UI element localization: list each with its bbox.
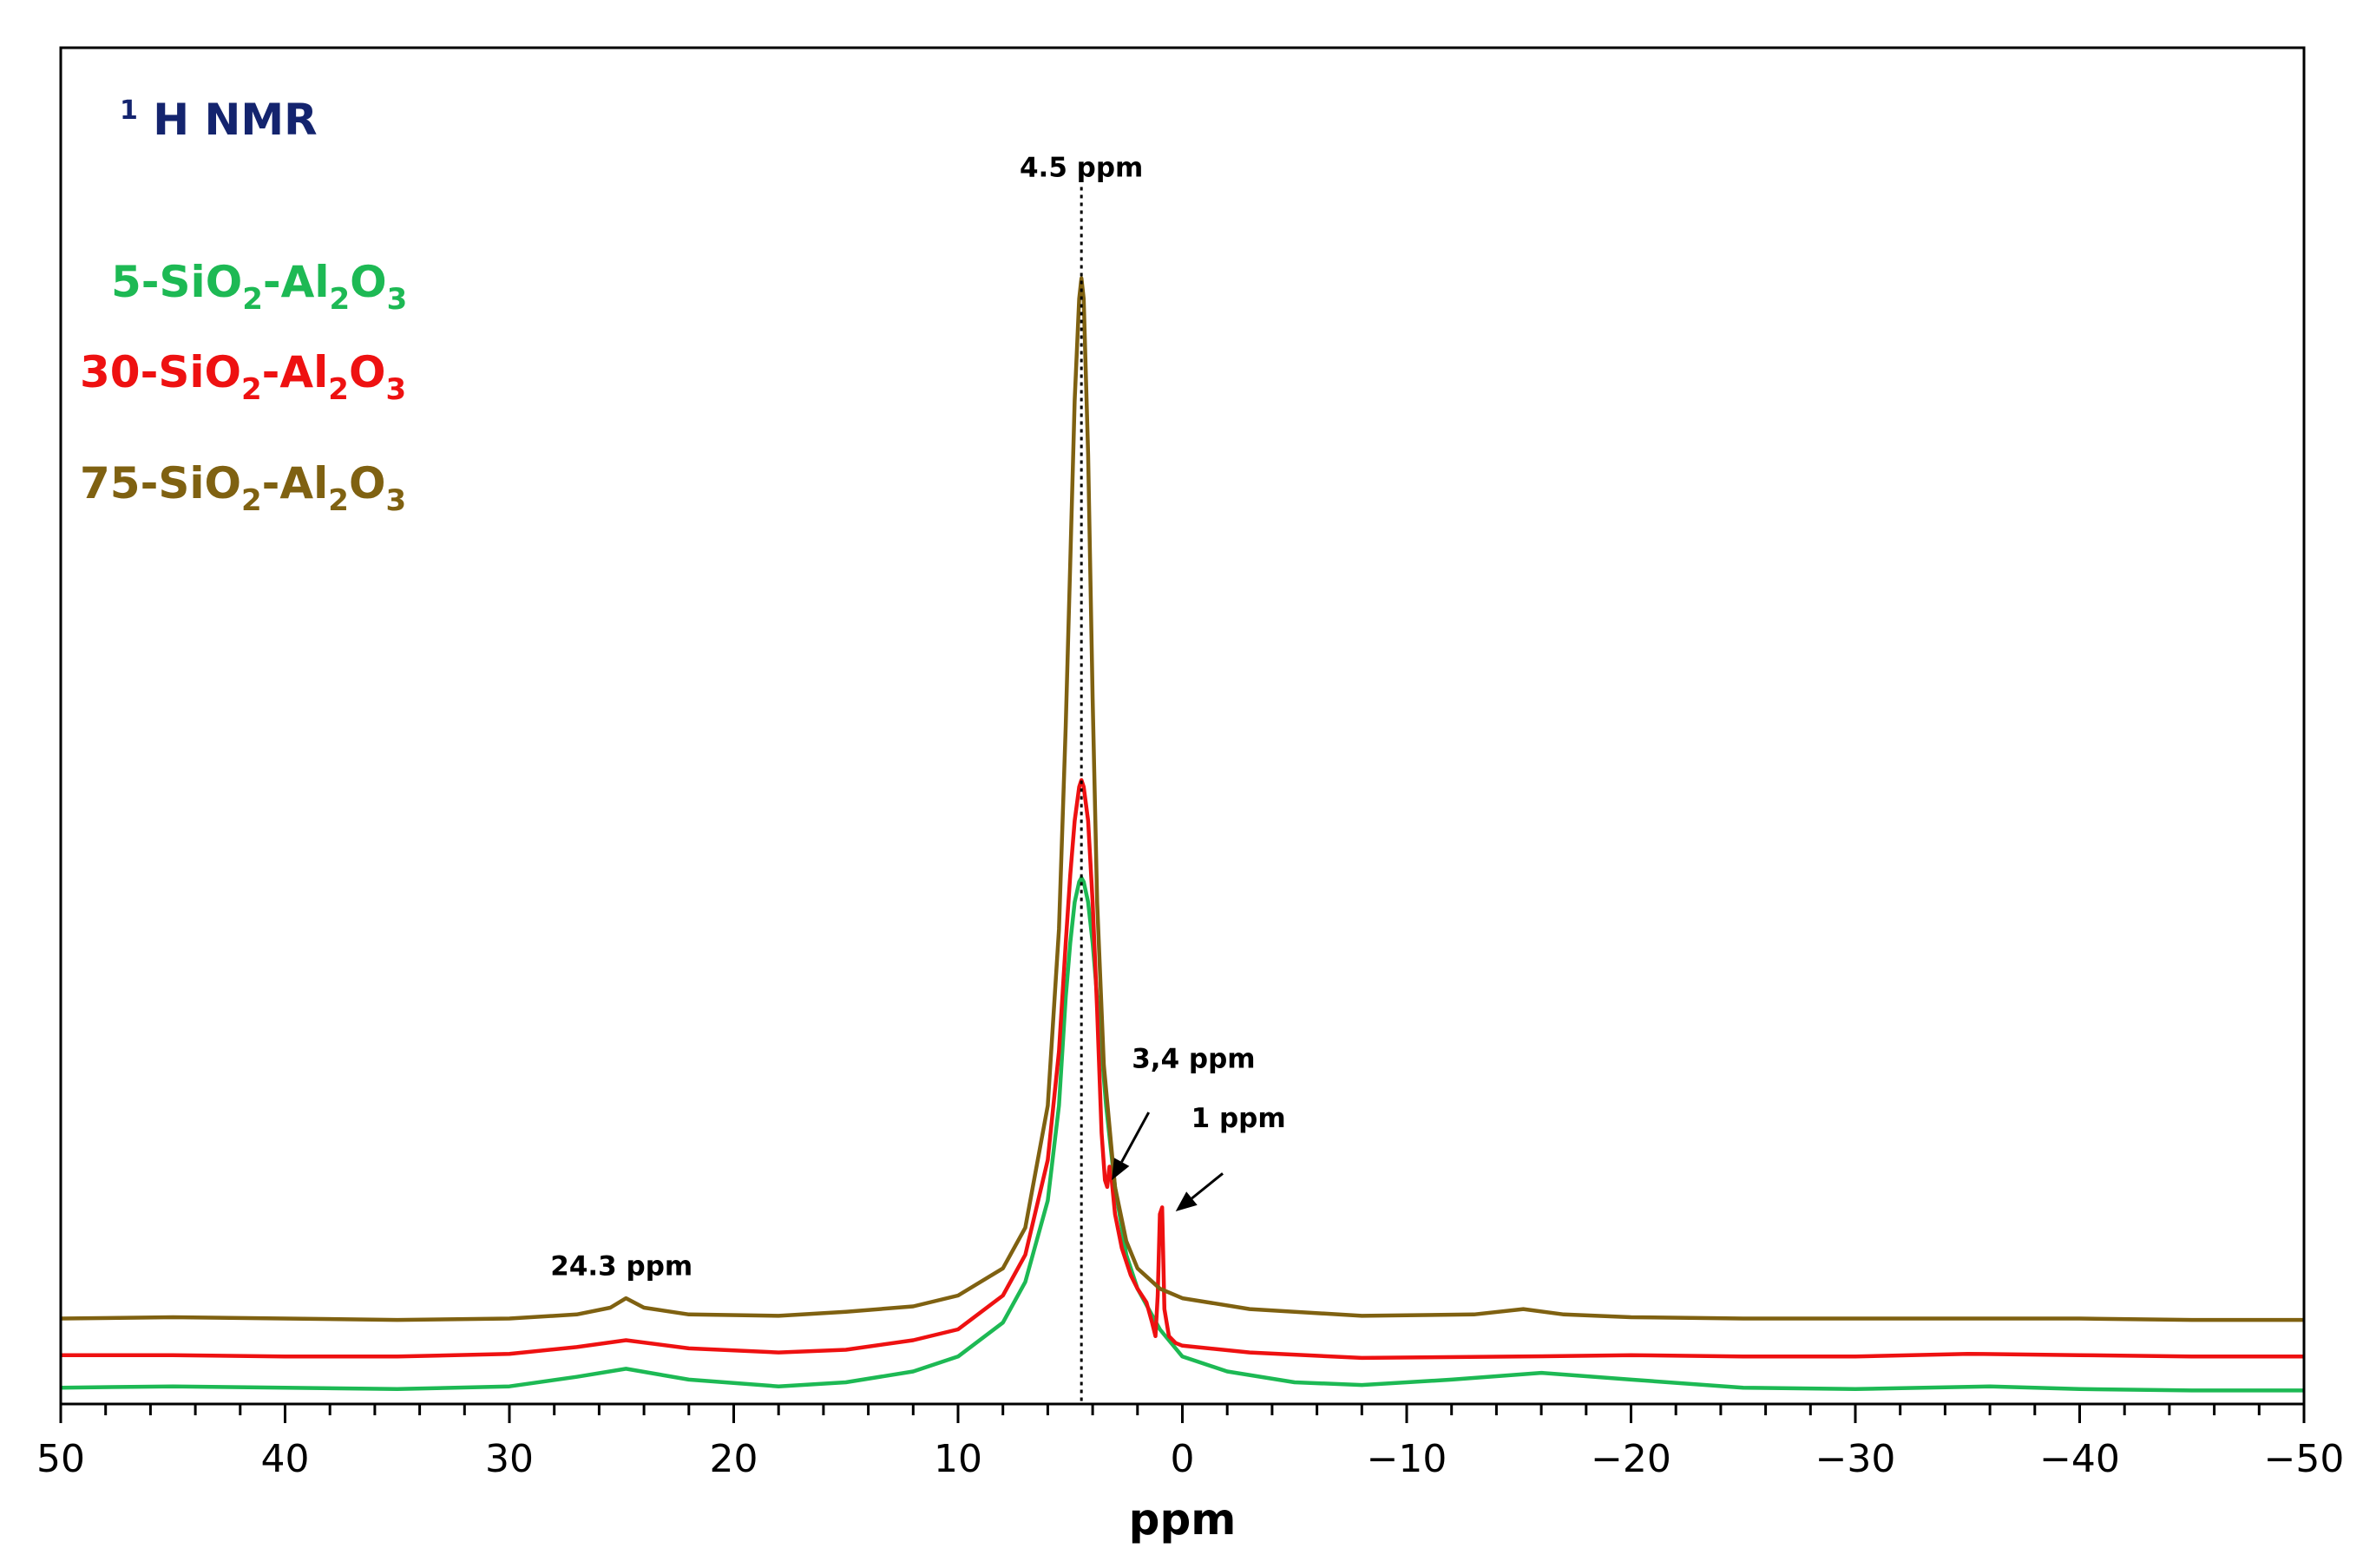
arrow-1-head: [1175, 1191, 1198, 1212]
x-axis-ticks: [59, 1404, 2306, 1423]
annotation-ann-24-3: 24.3 ppm: [550, 1251, 692, 1283]
x-tick-label: −50: [2264, 1437, 2345, 1481]
x-tick-label: −40: [2039, 1437, 2120, 1481]
x-tick-label: 30: [485, 1437, 534, 1481]
annotation-ann-4-5: 4.5 ppm: [1020, 152, 1143, 183]
series-line-0: [60, 876, 2304, 1393]
x-tick-label: 20: [710, 1437, 758, 1481]
x-axis-title: ppm: [1129, 1494, 1237, 1545]
legend-entry-2: 75-SiO2-Al2O3: [80, 458, 406, 518]
annotation-ann-1: 1 ppm: [1191, 1103, 1286, 1134]
series-line-2: [60, 276, 2304, 1322]
annotations: 4.5 ppm 24.3 ppm 3,4 ppm 1 ppm: [550, 152, 1285, 1282]
x-tick-label: 50: [36, 1437, 85, 1481]
x-tick-label: 40: [261, 1437, 310, 1481]
x-tick-label: −20: [1591, 1437, 1671, 1481]
legend-entry-0: 5-SiO2-Al2O3: [111, 257, 407, 317]
arrow-1-shaft: [1191, 1172, 1224, 1200]
x-axis-tick-labels: 50 40 30 20 10 0 −10 −20 −30 −40 −50: [36, 1437, 2344, 1481]
x-tick-label: 10: [934, 1437, 982, 1481]
series-line-1: [61, 777, 2304, 1361]
arrow-3-4-head: [1112, 1158, 1130, 1181]
series-layer: [60, 276, 2304, 1393]
title-superscript: 1: [120, 95, 138, 126]
legend: 5-SiO2-Al2O3 30-SiO2-Al2O3 75-SiO2-Al2O3: [80, 257, 407, 518]
chart-title: 1 H NMR: [120, 79, 318, 145]
x-tick-label: −30: [1815, 1437, 1896, 1481]
x-tick-label: −10: [1367, 1437, 1447, 1481]
title-text: H NMR: [153, 95, 317, 145]
x-tick-label: 0: [1171, 1437, 1195, 1481]
arrow-3-4-shaft: [1120, 1112, 1151, 1163]
annotation-ann-3-4: 3,4 ppm: [1132, 1043, 1255, 1074]
legend-entry-1: 30-SiO2-Al2O3: [80, 347, 406, 407]
